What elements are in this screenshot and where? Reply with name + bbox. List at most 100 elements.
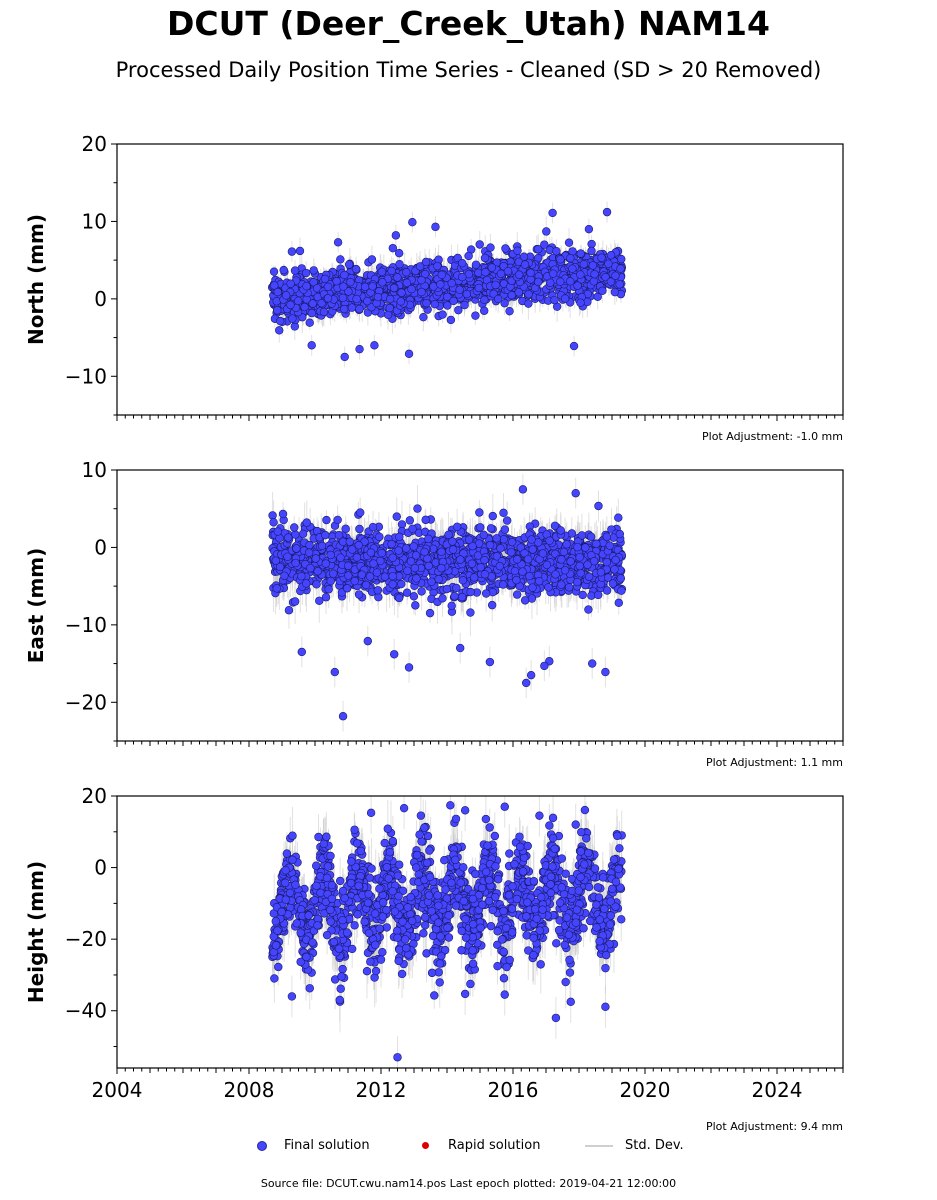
final-solution-point <box>487 263 497 272</box>
final-solution-point <box>290 266 300 275</box>
final-solution-point <box>320 274 330 284</box>
final-solution-point <box>514 288 523 297</box>
final-solution-point <box>480 295 489 305</box>
final-solution-point <box>564 238 574 247</box>
final-solution-point <box>589 277 599 286</box>
final-solution-point <box>505 306 514 316</box>
final-solution-point <box>355 344 364 354</box>
final-solution-point <box>512 590 522 599</box>
final-solution-point <box>417 287 426 297</box>
final-solution-point <box>388 243 398 253</box>
final-solution-point <box>601 272 610 282</box>
final-solution-point <box>422 298 431 308</box>
final-solution-point <box>542 227 551 236</box>
final-solution-point <box>360 282 370 292</box>
final-solution-point <box>355 304 364 314</box>
final-solution-point <box>503 266 513 276</box>
final-solution-point <box>579 260 589 269</box>
final-solution-point <box>560 294 570 303</box>
final-solution-point <box>471 260 481 269</box>
final-solution-point <box>455 285 464 294</box>
final-solution-point <box>460 300 469 310</box>
final-solution-point <box>315 596 324 605</box>
final-solution-point <box>447 279 456 288</box>
final-solution-point <box>340 352 349 362</box>
final-solution-point <box>475 240 484 249</box>
final-solution-point <box>548 208 557 218</box>
final-solution-point <box>323 282 333 291</box>
final-solution-point <box>347 303 357 312</box>
final-solution-point <box>389 283 399 293</box>
final-solution-point <box>417 276 426 285</box>
final-solution-point <box>573 281 582 290</box>
final-solution-point <box>471 311 480 320</box>
final-solution-point <box>507 291 516 300</box>
final-solution-point <box>480 306 489 315</box>
final-solution-point <box>385 303 394 313</box>
final-solution-point <box>396 297 405 306</box>
final-solution-point <box>394 248 404 258</box>
y-tick-label: 0 <box>94 287 107 311</box>
final-solution-point <box>308 299 317 308</box>
final-solution-point <box>273 287 282 297</box>
final-solution-point <box>514 270 524 279</box>
final-solution-point <box>486 243 495 252</box>
final-solution-point <box>302 281 311 291</box>
final-solution-point <box>546 278 555 287</box>
final-solution-point <box>534 277 543 287</box>
final-solution-point <box>587 239 596 249</box>
y-tick-label: 10 <box>82 209 107 233</box>
final-solution-point <box>336 255 345 264</box>
final-solution-point <box>584 224 594 234</box>
final-solution-point <box>480 253 490 263</box>
final-solution-point <box>534 253 543 263</box>
final-solution-point <box>431 222 440 232</box>
final-solution-point <box>281 291 291 300</box>
final-solution-point <box>597 253 606 262</box>
final-solution-point <box>344 260 354 269</box>
final-solution-point <box>377 267 387 277</box>
final-solution-point <box>496 269 506 279</box>
final-solution-point <box>367 255 377 264</box>
final-solution-point <box>333 238 343 247</box>
final-solution-point <box>392 512 401 521</box>
chart-title: DCUT (Deer_Creek_Utah) NAM14 <box>167 4 770 43</box>
final-solution-point <box>454 305 463 315</box>
std-dev-bars <box>272 474 623 732</box>
final-solution-point <box>391 231 401 240</box>
final-solution-point <box>288 314 297 323</box>
final-solution-point <box>346 277 355 287</box>
final-solution-point <box>338 293 348 303</box>
final-solution-point <box>420 269 430 279</box>
final-solution-point <box>598 286 607 296</box>
final-solution-point <box>588 261 598 270</box>
final-solution-point <box>493 294 503 304</box>
final-solution-point <box>566 277 575 286</box>
final-solution-point <box>339 304 349 314</box>
final-solution-point <box>275 316 285 326</box>
final-solution-point <box>500 299 509 308</box>
panel-1: 20 10 0 −10 North (mm) Plot Adjustment: -1.0 … <box>24 132 844 443</box>
final-solution-point <box>576 249 585 258</box>
final-solution-point <box>430 299 439 309</box>
final-solution-point <box>408 218 417 227</box>
final-solution-point <box>616 264 625 273</box>
final-solution-point <box>462 289 472 299</box>
final-solution-point <box>550 295 559 305</box>
final-solution-point <box>443 292 452 302</box>
data-points <box>267 201 627 368</box>
final-solution-point <box>352 294 361 304</box>
final-solution-point <box>533 245 543 254</box>
plot-adjustment-note: Plot Adjustment: -1.0 mm <box>702 430 843 443</box>
final-solution-point <box>446 315 456 325</box>
final-solution-point <box>317 298 326 308</box>
final-solution-point <box>474 283 484 293</box>
final-solution-point <box>300 302 309 312</box>
final-solution-point <box>404 349 414 359</box>
final-solution-point <box>576 298 585 307</box>
final-solution-point <box>351 264 361 274</box>
final-solution-point <box>385 294 395 304</box>
final-solution-point <box>319 307 329 317</box>
final-solution-point <box>415 262 425 271</box>
final-solution-point <box>615 280 624 289</box>
